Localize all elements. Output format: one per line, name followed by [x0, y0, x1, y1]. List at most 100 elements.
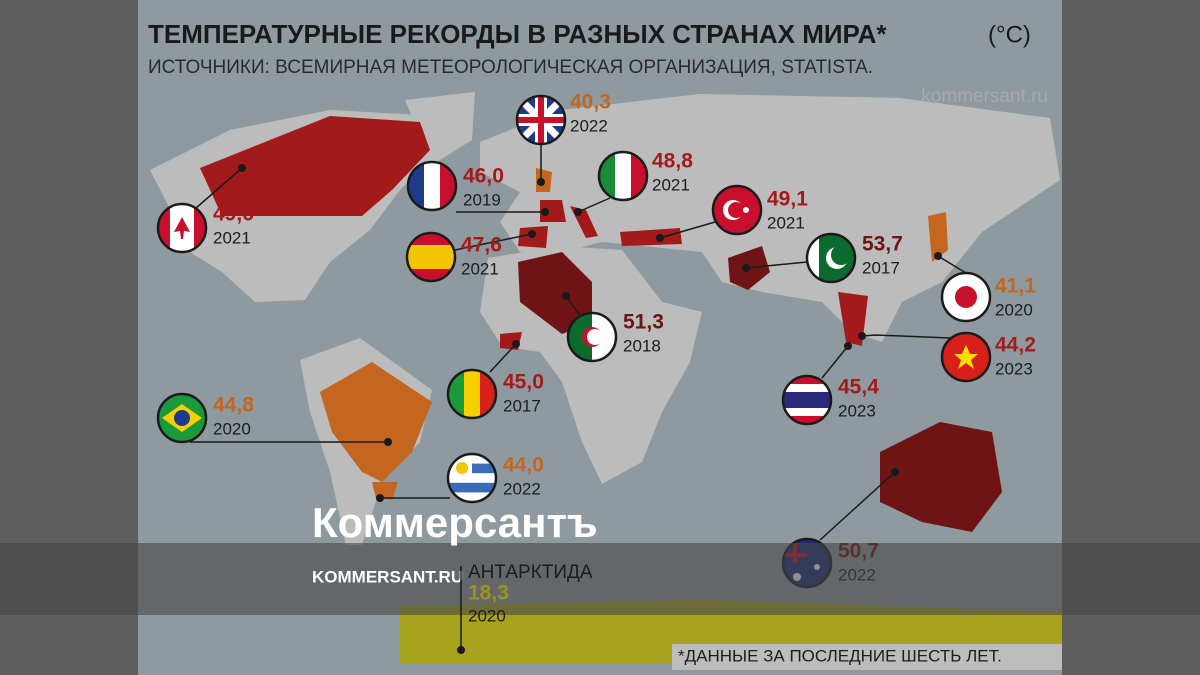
leader-dot	[844, 342, 852, 350]
leader-dot	[934, 252, 942, 260]
antarctica-value: 18,3	[468, 582, 509, 605]
leader-dot	[376, 494, 384, 502]
flag-ring	[446, 368, 498, 420]
leader-line	[861, 334, 951, 339]
flag-stripe	[448, 492, 496, 502]
leader-dot	[541, 208, 549, 216]
record-value: 44,0	[503, 454, 544, 477]
leader-line	[819, 471, 896, 541]
flag-emblem	[728, 202, 744, 218]
record-value: 49,6	[213, 203, 254, 226]
flag-ring	[446, 452, 498, 504]
flag-ring	[597, 150, 649, 202]
flag-stripe	[615, 152, 632, 200]
watermark-url: KOMMERSANT.RU	[312, 567, 463, 586]
flag-emblem	[587, 329, 603, 345]
antarctica-year: 2020	[468, 606, 506, 625]
leader-line	[659, 221, 716, 239]
flag-stripe	[424, 162, 441, 210]
leader-line	[195, 167, 243, 209]
watermark-brand: Коммерсантъ	[312, 499, 598, 546]
leader-dot	[384, 438, 392, 446]
leader-dot	[562, 292, 570, 300]
flag-stripe	[783, 376, 831, 385]
record-value: 45,0	[503, 371, 544, 394]
unit: (°C)	[988, 21, 1031, 48]
record-year: 2020	[995, 300, 1033, 319]
record-year: 2021	[461, 259, 499, 278]
flag	[942, 333, 990, 381]
flag-stripe	[448, 473, 496, 484]
record-labels: 40,3 2022 46,0 2019 48,8 2021 49,1 2021 49,6 2021…	[213, 91, 1036, 585]
flag-emblem	[955, 286, 977, 308]
flag-emblem	[456, 462, 468, 474]
record-value: 48,8	[652, 150, 693, 173]
record-value: 47,6	[461, 234, 502, 257]
record-value: 44,8	[213, 394, 254, 417]
flag-stripe	[464, 370, 481, 418]
flag-ring	[156, 202, 208, 254]
site: kommersant.ru	[921, 86, 1048, 107]
leader-dot	[574, 208, 582, 216]
flag-emblem	[174, 410, 190, 426]
flag-ring	[406, 160, 458, 212]
record-year: 2022	[503, 479, 541, 498]
flag-ring	[805, 232, 857, 284]
record-value: 41,1	[995, 275, 1036, 298]
leader-line	[937, 255, 967, 274]
flag-emblem	[831, 245, 851, 265]
record-year: 2018	[623, 336, 661, 355]
flag-ring	[711, 184, 763, 236]
leader-line	[565, 295, 581, 317]
record-value: 46,0	[463, 165, 504, 188]
leader-dot	[891, 468, 899, 476]
record-value: 45,4	[838, 376, 879, 399]
flag-ring	[566, 311, 618, 363]
flag-emblem	[954, 345, 978, 369]
flag-stripe	[783, 392, 831, 409]
flag-cross	[517, 96, 565, 144]
record-year: 2023	[838, 401, 876, 420]
flag-stripe	[407, 245, 455, 270]
record-year: 2021	[767, 213, 805, 232]
flag	[713, 186, 761, 234]
record-year: 2023	[995, 359, 1033, 378]
leader-dot	[656, 234, 664, 242]
leader-line	[745, 261, 808, 269]
flag-ring	[940, 331, 992, 383]
record-year: 2019	[463, 190, 501, 209]
flag-ring	[515, 94, 567, 146]
record-value: 44,2	[995, 334, 1036, 357]
record-year: 2021	[213, 228, 251, 247]
flag	[158, 204, 206, 252]
flag-stripe	[783, 384, 831, 393]
leader-dot	[537, 178, 545, 186]
leader-dot	[528, 230, 536, 238]
record-year: 2021	[652, 175, 690, 194]
antarctica-name: АНТАРКТИДА	[468, 562, 593, 583]
flag-ring	[405, 231, 457, 283]
record-value: 53,7	[862, 233, 903, 256]
flag-ring	[156, 392, 208, 444]
flag	[517, 96, 565, 144]
record-year: 2020	[213, 419, 251, 438]
record-value: 49,1	[767, 188, 808, 211]
flag-ring	[781, 374, 833, 426]
flag	[783, 376, 831, 424]
title: ТЕМПЕРАТУРНЫЕ РЕКОРДЫ В РАЗНЫХ СТРАНАХ М…	[148, 19, 887, 49]
leader-lines	[190, 144, 967, 541]
leader-line	[577, 197, 611, 213]
footnote-box	[672, 644, 1062, 670]
flag-stripe	[783, 408, 831, 417]
watermark-band	[0, 543, 1200, 615]
footnote: *ДАННЫЕ ЗА ПОСЛЕДНИЕ ШЕСТЬ ЛЕТ.	[678, 646, 1002, 665]
flag-stripe	[448, 482, 496, 493]
leader-line	[489, 343, 517, 373]
record-year: 2017	[503, 396, 541, 415]
flag	[158, 394, 206, 442]
flag-ring	[940, 271, 992, 323]
highlighted-countries	[200, 116, 1002, 532]
record-year: 2017	[862, 258, 900, 277]
leader-dot	[858, 332, 866, 340]
